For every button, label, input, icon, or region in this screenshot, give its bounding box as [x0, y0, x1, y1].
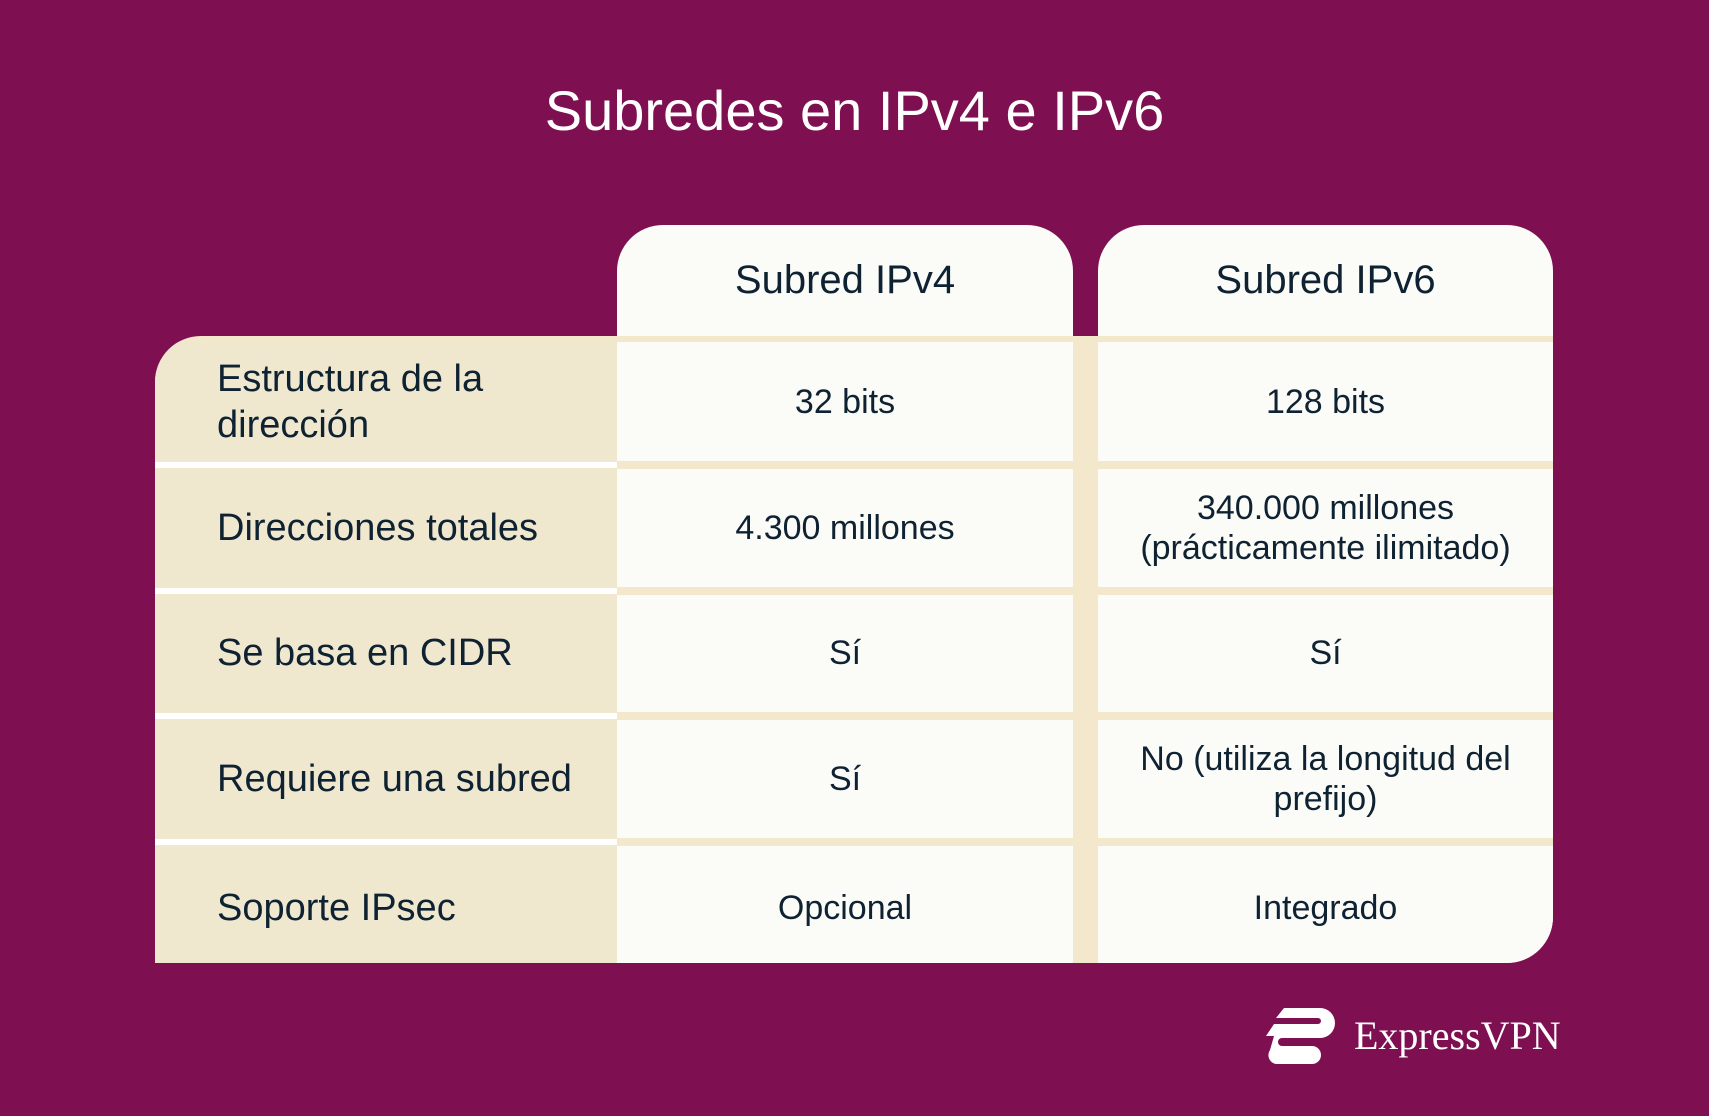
- row-divider: [155, 587, 617, 594]
- row-label: Estructura de la dirección: [155, 342, 617, 462]
- row-divider: [155, 462, 617, 469]
- brand-logo: ExpressVPN: [1264, 1006, 1561, 1064]
- table-row: Direcciones totales 4.300 millones 340.0…: [155, 469, 1553, 587]
- cell-ipv4: Sí: [617, 720, 1073, 838]
- expressvpn-logo-icon: [1266, 1008, 1335, 1064]
- cell-ipv6: No (utiliza la longitud del prefijo): [1098, 720, 1553, 838]
- table-row: Soporte IPsec Opcional Integrado: [155, 845, 1553, 963]
- cell-ipv6: 340.000 millones (prácticamente ilimitad…: [1098, 469, 1553, 587]
- row-label: Soporte IPsec: [155, 845, 617, 963]
- cell-ipv4: Opcional: [617, 845, 1073, 963]
- cell-ipv4: Sí: [617, 594, 1073, 713]
- cell-ipv4: 4.300 millones: [617, 469, 1073, 587]
- column-header-ipv6: Subred IPv6: [1098, 225, 1553, 336]
- row-divider: [155, 713, 617, 720]
- row-divider: [155, 838, 617, 845]
- column-header-ipv4: Subred IPv4: [617, 225, 1073, 336]
- cell-ipv4: 32 bits: [617, 342, 1073, 462]
- cell-ipv6: Sí: [1098, 594, 1553, 713]
- brand-name: ExpressVPN: [1354, 1012, 1561, 1058]
- table-row: Estructura de la dirección 32 bits 128 b…: [155, 342, 1553, 462]
- row-label: Requiere una subred: [155, 720, 617, 838]
- row-label: Se basa en CIDR: [155, 594, 617, 713]
- table-body: Estructura de la dirección 32 bits 128 b…: [155, 336, 1553, 963]
- cell-ipv6: 128 bits: [1098, 342, 1553, 462]
- cell-ipv6: Integrado: [1098, 845, 1553, 963]
- row-label: Direcciones totales: [155, 469, 617, 587]
- table-row: Requiere una subred Sí No (utiliza la lo…: [155, 720, 1553, 838]
- comparison-table: Subred IPv4 Subred IPv6 Estructura de la…: [155, 225, 1553, 963]
- page-title: Subredes en IPv4 e IPv6: [544, 79, 1165, 142]
- table-row: Se basa en CIDR Sí Sí: [155, 594, 1553, 713]
